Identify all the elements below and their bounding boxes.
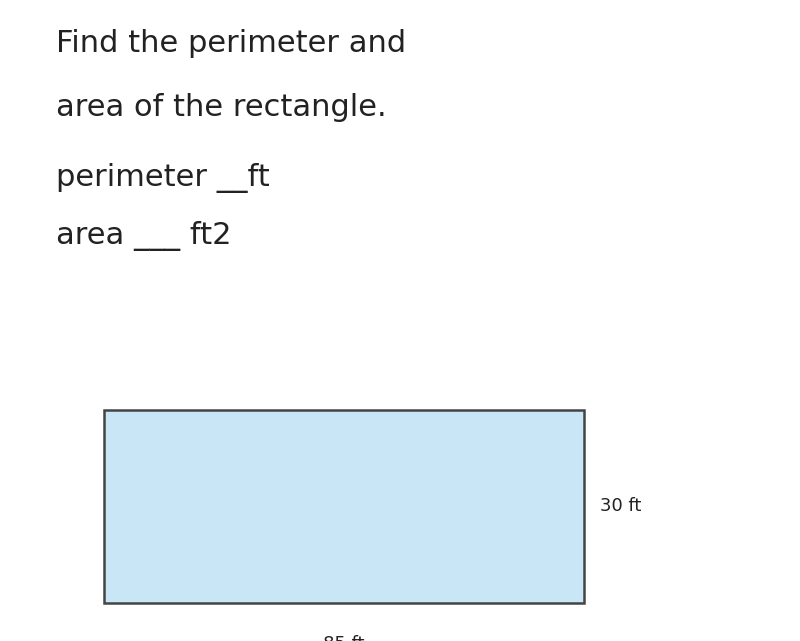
Text: 30 ft: 30 ft [600,497,642,515]
Text: area of the rectangle.: area of the rectangle. [56,93,386,122]
Bar [104,410,584,603]
Text: Find the perimeter and: Find the perimeter and [56,29,406,58]
Text: 85 ft: 85 ft [323,635,365,641]
Text: area ___ ft2: area ___ ft2 [56,221,231,251]
Text: perimeter __ft: perimeter __ft [56,163,270,194]
